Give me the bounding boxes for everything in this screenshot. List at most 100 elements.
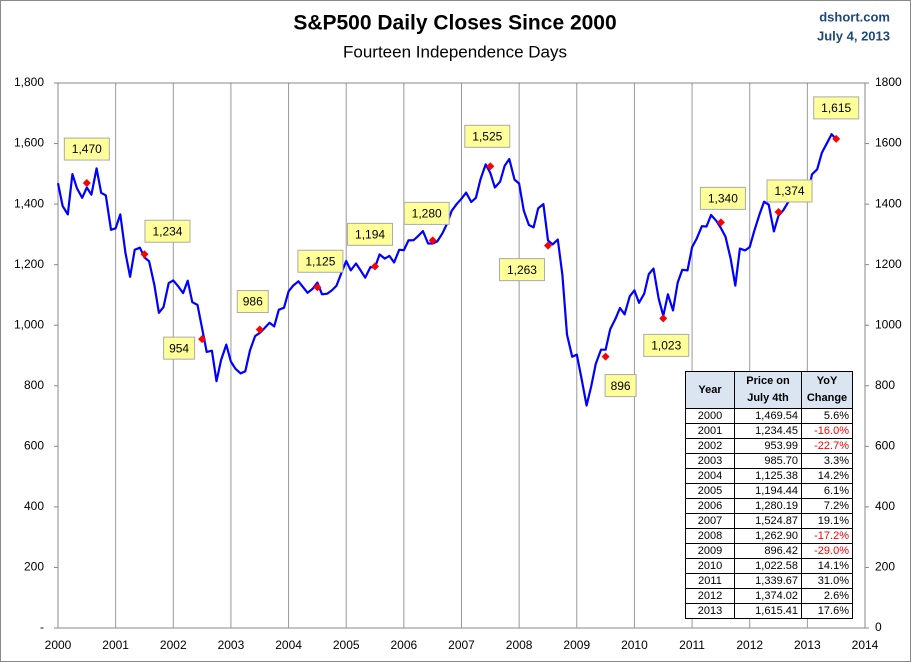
chart-title: S&P500 Daily Closes Since 2000 xyxy=(293,12,616,35)
july4-marker xyxy=(486,162,495,171)
table-row: 2001 1,234.45 -16.0% xyxy=(685,423,853,439)
table-cell: 2011 xyxy=(685,573,735,589)
data-label: 1,374 xyxy=(775,184,805,198)
callout-box xyxy=(347,222,394,246)
table-cell: 1,125.38 xyxy=(734,468,802,484)
source: dshort.com xyxy=(819,9,890,24)
x-tick-label: 2014 xyxy=(852,638,879,652)
x-tick-label: 2011 xyxy=(679,638,705,652)
callout-box xyxy=(813,96,860,120)
callout-box xyxy=(163,336,196,360)
july4-marker xyxy=(774,207,783,216)
callout-box xyxy=(297,249,344,273)
x-tick-label: 2013 xyxy=(794,638,821,652)
data-label: 1,615 xyxy=(821,101,851,115)
y-tick-label: 1,600 xyxy=(14,136,44,150)
y2-tick-label: 400 xyxy=(875,499,895,513)
y-tick-label: 800 xyxy=(24,378,44,392)
y2-tick-label: 1600 xyxy=(875,136,902,150)
table-cell: 7.2% xyxy=(801,498,853,514)
table-cell: 3.3% xyxy=(801,453,853,469)
callout-box xyxy=(144,219,191,243)
table-row: 2002 953.99 -22.7% xyxy=(685,438,853,454)
july4-marker xyxy=(659,314,668,323)
table-row: 2005 1,194.44 6.1% xyxy=(685,483,853,499)
y-tick-label: 1,400 xyxy=(14,196,44,210)
table-cell: 1,262.90 xyxy=(734,528,802,544)
table-cell: 2010 xyxy=(685,558,735,574)
july4-marker xyxy=(601,352,610,361)
table-cell: -16.0% xyxy=(801,423,853,439)
data-label: 1,263 xyxy=(507,263,537,277)
table-row: 2003 985.70 3.3% xyxy=(685,453,853,469)
table-cell: -17.2% xyxy=(801,528,853,544)
table-cell: 953.99 xyxy=(734,438,802,454)
table-row: 2006 1,280.19 7.2% xyxy=(685,498,853,514)
table-cell: -29.0% xyxy=(801,543,853,559)
callout-box xyxy=(403,201,450,225)
table-cell: 2.6% xyxy=(801,588,853,604)
table-row: 2013 1,615.41 17.6% xyxy=(685,603,853,619)
data-label: 1,280 xyxy=(412,207,442,221)
july4-marker xyxy=(198,335,207,344)
data-label: 986 xyxy=(243,295,263,309)
july4-marker xyxy=(716,218,725,227)
july4-marker xyxy=(82,179,91,188)
callout-box xyxy=(498,258,545,282)
table-row: 2007 1,524.87 19.1% xyxy=(685,513,853,529)
x-tick-label: 2009 xyxy=(563,638,590,652)
x-tick-label: 2000 xyxy=(45,638,72,652)
y2-tick-label: 1400 xyxy=(875,196,902,210)
data-label: 896 xyxy=(611,379,631,393)
y2-tick-label: 1000 xyxy=(875,317,902,331)
x-tick-label: 2007 xyxy=(448,638,475,652)
y-tick-label: 600 xyxy=(24,439,44,453)
y2-tick-label: 1200 xyxy=(875,257,902,271)
data-label: 1,023 xyxy=(651,339,681,353)
table-cell: 2004 xyxy=(685,468,735,484)
table-cell: 2007 xyxy=(685,513,735,529)
y2-tick-label: 1800 xyxy=(875,75,902,89)
x-tick-label: 2005 xyxy=(333,638,360,652)
table-cell: 2001 xyxy=(685,423,735,439)
x-tick-label: 2006 xyxy=(391,638,418,652)
table-cell: 14.1% xyxy=(801,558,853,574)
x-tick-label: 2004 xyxy=(275,638,302,652)
y-tick-label: 1,800 xyxy=(14,75,44,89)
x-tick-label: 2012 xyxy=(736,638,763,652)
data-label: 1,234 xyxy=(152,224,182,238)
table-cell: 2006 xyxy=(685,498,735,514)
july4-marker xyxy=(371,262,380,271)
callout-box xyxy=(63,137,110,161)
july4-marker xyxy=(832,134,841,143)
july4-marker xyxy=(255,325,264,334)
july4-marker xyxy=(543,241,552,250)
y-tick-label: 400 xyxy=(24,499,44,513)
table-header-row: Year Price on July 4th YoY Change xyxy=(685,371,853,409)
y-tick-label: 1,200 xyxy=(14,257,44,271)
table-cell: 2005 xyxy=(685,483,735,499)
table-row: 2008 1,262.90 -17.2% xyxy=(685,528,853,544)
table-row: 2000 1,469.54 5.6% xyxy=(685,408,853,424)
table-cell: 1,374.02 xyxy=(734,588,802,604)
table-cell: 1,280.19 xyxy=(734,498,802,514)
table-cell: 1,234.45 xyxy=(734,423,802,439)
table-row: 2004 1,125.38 14.2% xyxy=(685,468,853,484)
table-cell: 14.2% xyxy=(801,468,853,484)
y2-tick-label: 200 xyxy=(875,560,895,574)
table-row: 2012 1,374.02 2.6% xyxy=(685,588,853,604)
y2-tick-label: 600 xyxy=(875,439,895,453)
y-tick-label: - xyxy=(40,620,44,634)
y2-tick-label: 0 xyxy=(875,620,882,634)
table-cell: 2009 xyxy=(685,543,735,559)
callout-box xyxy=(464,124,511,148)
data-label: 1,525 xyxy=(472,129,502,143)
table-cell: 31.0% xyxy=(801,573,853,589)
data-table: Year Price on July 4th YoY Change 2000 1,469… xyxy=(685,371,853,619)
july4-marker xyxy=(140,250,149,259)
callout-box xyxy=(766,179,813,203)
table-cell: 6.1% xyxy=(801,483,853,499)
table-cell: 1,524.87 xyxy=(734,513,802,529)
